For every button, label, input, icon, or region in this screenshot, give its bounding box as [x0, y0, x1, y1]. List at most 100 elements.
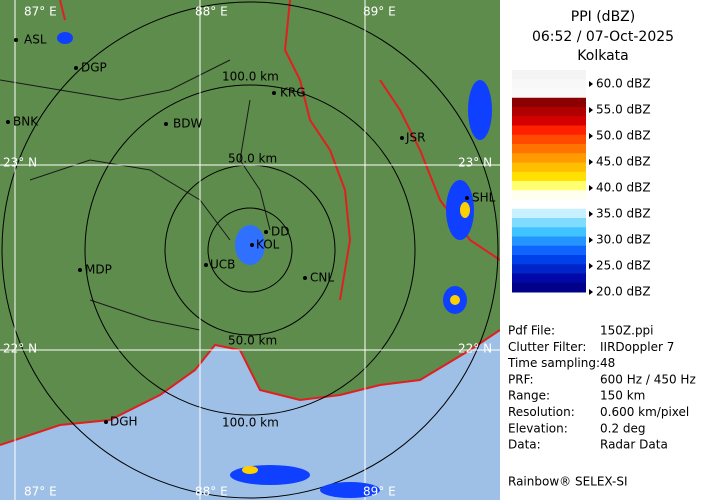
legend-swatch — [512, 116, 586, 126]
legend-swatch — [512, 79, 586, 89]
info-label: Resolution: — [508, 405, 575, 419]
info-value: Radar Data — [600, 438, 668, 452]
legend-swatch — [512, 144, 586, 154]
city-label: BNK — [13, 115, 39, 129]
grid-label: 87° E — [24, 485, 57, 499]
grid-label: 88° E — [195, 5, 228, 19]
info-panel: PPI (dBZ) 06:52 / 07-Oct-2025 Kolkata Ra… — [500, 0, 706, 500]
legend-swatch — [512, 153, 586, 163]
city-label: DGH — [110, 415, 138, 429]
map: ASL DGP BNK BDW KRG JSR SHL DD KOL UCB M… — [0, 0, 501, 500]
legend-arrow — [589, 185, 593, 191]
city-label: BDW — [173, 117, 202, 131]
legend-swatch — [512, 245, 586, 256]
legend-label: 20.0 dBZ — [596, 285, 651, 299]
legend-arrow — [589, 107, 593, 113]
range-label: 100.0 km — [222, 416, 279, 430]
legend-swatch — [512, 171, 586, 182]
legend-swatch — [512, 181, 586, 191]
legend-label: 25.0 dBZ — [596, 259, 651, 273]
city-label: JSR — [405, 131, 426, 145]
legend-label: 30.0 dBZ — [596, 233, 651, 247]
info-value: 0.2 deg — [600, 421, 646, 435]
legend-swatch — [512, 264, 586, 274]
legend-swatch — [512, 88, 586, 99]
legend-label: 55.0 dBZ — [596, 103, 651, 117]
city-label: KRG — [280, 86, 306, 100]
legend-arrow — [589, 237, 593, 243]
panel-title: PPI (dBZ) — [571, 9, 635, 25]
info-value: IIRDoppler 7 — [600, 340, 674, 354]
legend-arrow — [589, 81, 593, 87]
legend-swatch — [512, 218, 586, 228]
legend-arrow — [589, 133, 593, 139]
city-label: SHL — [472, 191, 496, 205]
info-label: Data: — [508, 438, 541, 452]
graticule — [0, 0, 500, 500]
info-label: Clutter Filter: — [508, 340, 586, 354]
coastline — [0, 329, 501, 446]
range-label: 50.0 km — [228, 152, 277, 166]
info-value: 150 km — [600, 389, 645, 403]
grid-label: 89° E — [363, 485, 396, 499]
city-label: ASL — [24, 33, 47, 47]
echoes — [57, 32, 492, 498]
grid-label: 88° E — [195, 485, 228, 499]
legend-label: 45.0 dBZ — [596, 155, 651, 169]
legend-label: 50.0 dBZ — [596, 129, 651, 143]
grid-label: 23° N — [3, 156, 37, 170]
legend-arrow — [589, 159, 593, 165]
range-rings — [1, 1, 499, 499]
grid-label: 87° E — [24, 5, 57, 19]
grid-label: 89° E — [363, 5, 396, 19]
city-dots — [6, 38, 469, 424]
info-value: 600 Hz / 450 Hz — [600, 372, 696, 386]
legend-label: 40.0 dBZ — [596, 181, 651, 195]
legend-swatch — [512, 255, 586, 265]
legend-swatch — [512, 236, 586, 247]
city-label: MDP — [85, 263, 112, 277]
city-label: DGP — [81, 61, 107, 75]
panel-title: Kolkata — [577, 48, 628, 64]
range-label: 100.0 km — [222, 70, 279, 84]
info-value: 0.600 km/pixel — [600, 405, 689, 419]
info-label: Range: — [508, 389, 550, 403]
legend-swatch — [512, 227, 586, 237]
legend-arrow — [589, 289, 593, 295]
panel-title: 06:52 / 07-Oct-2025 — [532, 29, 674, 45]
panel-footer: Rainbow® SELEX-SI — [508, 475, 628, 489]
grid-label: 23° N — [458, 156, 492, 170]
district-border — [0, 59, 271, 331]
info-label: Time sampling:48 — [507, 356, 615, 370]
city-label: DD — [271, 225, 289, 239]
city-label: KOL — [256, 238, 280, 252]
range-label: 50.0 km — [228, 334, 277, 348]
legend-label: 35.0 dBZ — [596, 207, 651, 221]
legend-swatch — [512, 125, 586, 136]
legend-swatch — [512, 107, 586, 117]
legend-swatch — [512, 97, 586, 108]
city-label: CNL — [310, 271, 334, 285]
legend-arrow — [589, 263, 593, 269]
legend-swatch — [512, 134, 586, 145]
info-value: 150Z.ppi — [600, 324, 654, 338]
legend-swatch — [512, 190, 586, 200]
city-label: UCB — [210, 258, 235, 272]
border — [283, 0, 352, 301]
border — [59, 0, 501, 261]
legend-arrow — [589, 211, 593, 217]
grid-label: 22° N — [458, 342, 492, 356]
info-label: PRF: — [508, 372, 534, 386]
legend-swatch — [512, 273, 586, 284]
legend-swatch — [512, 199, 586, 210]
legend-label: 60.0 dBZ — [596, 77, 651, 91]
legend-swatch — [512, 162, 586, 173]
info-label: Pdf File: — [508, 324, 555, 338]
legend-swatch — [512, 282, 586, 293]
legend-swatch — [512, 70, 586, 80]
echo-cores — [242, 202, 470, 474]
grid-label: 22° N — [3, 342, 37, 356]
legend-swatch — [512, 208, 586, 219]
